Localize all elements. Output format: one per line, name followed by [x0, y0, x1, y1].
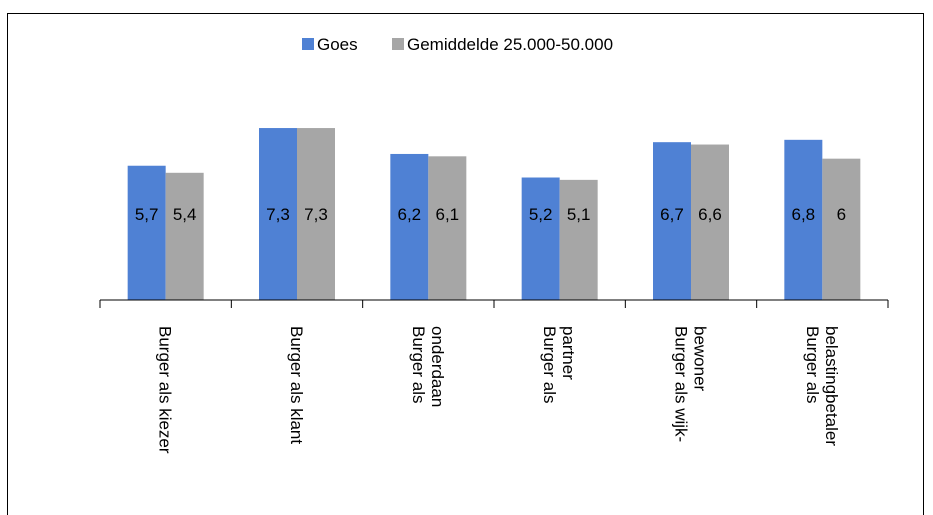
bar-gemiddelde-3 — [559, 179, 598, 300]
category-label-4: Burger als wijk-bewoner — [672, 326, 710, 442]
chart-frame — [7, 13, 924, 515]
bar-goes-0 — [127, 165, 166, 300]
bar-gemiddelde-0 — [165, 172, 204, 300]
category-label-2-line-1: onderdaan — [428, 326, 447, 407]
bar-goes-5 — [784, 139, 823, 300]
legend-swatch-gemiddelde — [392, 38, 404, 50]
bar-gemiddelde-5 — [822, 158, 861, 300]
legend: Goes Gemiddelde 25.000-50.000 — [302, 35, 613, 54]
category-label-3-line-1: partner — [559, 326, 578, 380]
category-labels-group: Burger als kiezer Burger als klant Burger … — [156, 326, 841, 454]
legend-swatch-goes — [302, 38, 314, 50]
value-label-goes-2: 6,2 — [398, 205, 422, 224]
value-label-gemiddelde-1: 7,3 — [304, 205, 328, 224]
bar-goes-4 — [653, 142, 691, 300]
category-label-2-line-0: Burger als — [409, 326, 428, 403]
category-label-5: Burger als belastingbetaler — [803, 326, 841, 446]
x-axis — [99, 299, 889, 308]
legend-label-gemiddelde: Gemiddelde 25.000-50.000 — [407, 35, 613, 54]
value-label-gemiddelde-3: 5,1 — [567, 205, 591, 224]
category-label-5-line-1: belastingbetaler — [822, 326, 841, 446]
value-label-goes-1: 7,3 — [266, 205, 290, 224]
value-label-goes-3: 5,2 — [529, 205, 553, 224]
legend-label-goes: Goes — [317, 35, 358, 54]
value-labels-group: 5,7 5,4 7,3 7,3 6,2 6,1 5,2 5,1 6,7 6,6 6,8 6 — [135, 205, 846, 224]
category-label-3: Burger als partner — [540, 326, 578, 403]
value-label-goes-5: 6,8 — [792, 205, 816, 224]
bar-gemiddelde-1 — [297, 128, 335, 300]
value-label-gemiddelde-2: 6,1 — [436, 205, 460, 224]
bar-gemiddelde-2 — [428, 156, 467, 300]
category-label-2: Burger als onderdaan — [409, 326, 447, 407]
value-label-gemiddelde-4: 6,6 — [698, 205, 722, 224]
category-label-3-line-0: Burger als — [540, 326, 559, 403]
value-label-gemiddelde-5: 6 — [837, 205, 846, 224]
value-label-gemiddelde-0: 5,4 — [173, 205, 197, 224]
category-label-0: Burger als kiezer — [156, 326, 175, 454]
category-label-0-line-0: Burger als kiezer — [156, 326, 175, 454]
category-label-4-line-0: Burger als wijk- — [672, 326, 691, 442]
category-label-1: Burger als klant — [287, 326, 306, 444]
category-label-1-line-0: Burger als klant — [287, 326, 306, 444]
bar-gemiddelde-4 — [691, 144, 729, 300]
value-label-goes-0: 5,7 — [135, 205, 159, 224]
value-label-goes-4: 6,7 — [660, 205, 684, 224]
category-label-5-line-0: Burger als — [803, 326, 822, 403]
bar-goes-2 — [390, 153, 429, 300]
bar-goes-3 — [521, 177, 560, 300]
bars-group — [127, 128, 861, 300]
category-label-4-line-1: bewoner — [691, 326, 710, 392]
bar-goes-1 — [259, 128, 297, 300]
